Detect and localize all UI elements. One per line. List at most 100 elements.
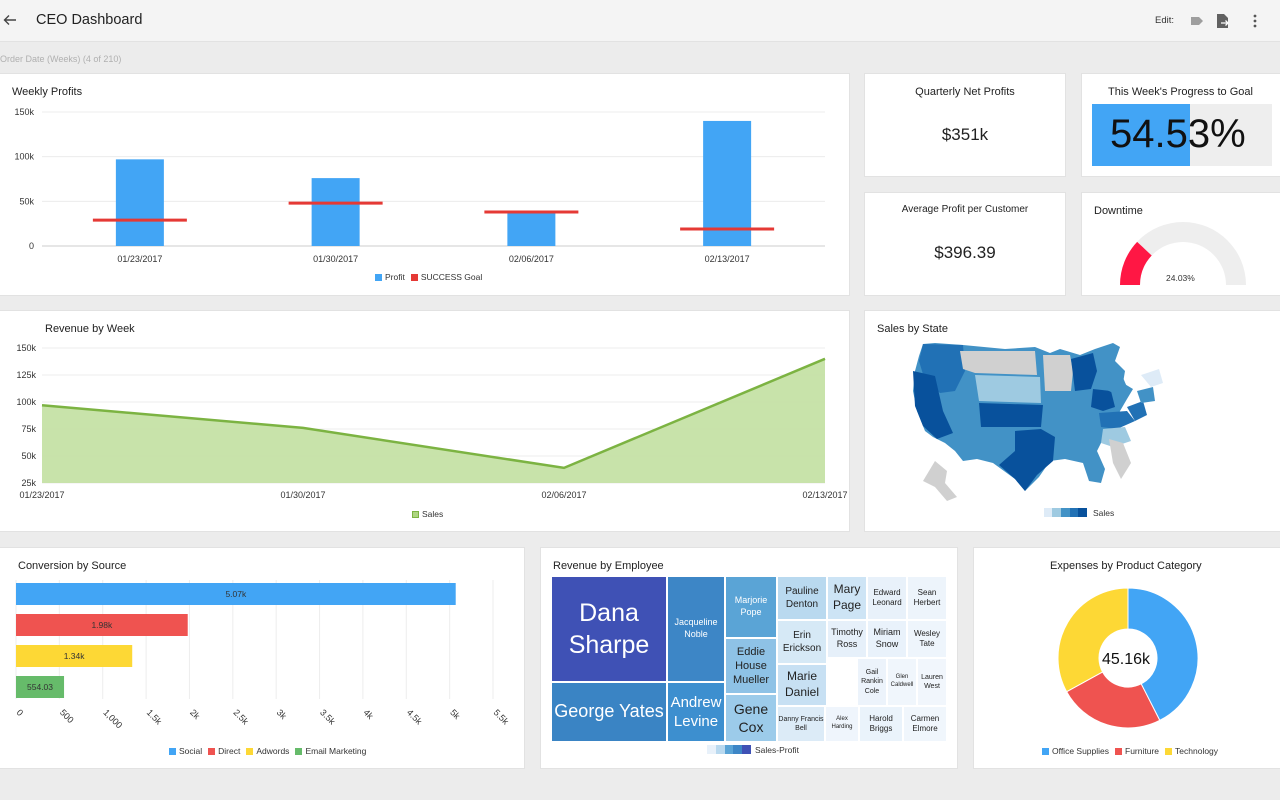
legend-item-sales[interactable]: Sales	[412, 509, 443, 519]
chart-legend: Sales	[412, 509, 443, 519]
treemap-cell[interactable]: Glen Caldwell	[887, 658, 917, 706]
x-tick-label: 01/23/2017	[19, 490, 64, 500]
sales-by-state-card: Sales by State Sales	[864, 310, 1280, 532]
treemap-cell[interactable]: Harold Briggs	[859, 706, 903, 742]
treemap-cell[interactable]: Carmen Elmore	[903, 706, 947, 742]
employee-treemap[interactable]: Dana Sharpe Jacqueline Noble Marjorie Pope…	[551, 576, 947, 742]
treemap-cell[interactable]: George Yates	[551, 682, 667, 742]
gauge-track	[1120, 222, 1246, 285]
revenue-by-employee-card: Revenue by Employee Dana Sharpe Jacquelin…	[540, 547, 958, 769]
conversion-bar	[16, 583, 456, 605]
y-tick-label: 50k	[21, 451, 36, 461]
card-title: Quarterly Net Profits	[915, 86, 1015, 98]
conversion-bar	[16, 676, 65, 698]
card-title: Weekly Profits	[12, 86, 83, 98]
kpi-value: $396.39	[934, 243, 996, 262]
progress-to-goal-card: This Week's Progress to Goal 54.53%	[1081, 73, 1280, 177]
treemap-cell[interactable]: Lauren West	[917, 658, 947, 706]
expenses-donut-chart	[1057, 587, 1199, 729]
quarterly-net-profits-card: Quarterly Net Profits $351k	[864, 73, 1066, 177]
y-tick-label: 150k	[14, 107, 34, 117]
progress-value: 54.53%	[1110, 112, 1246, 156]
legend-item-social[interactable]: Social	[169, 746, 202, 756]
conversion-bar	[16, 614, 188, 636]
legend-item-email-marketing[interactable]: Email Marketing	[295, 746, 366, 756]
x-tick-label: 01/23/2017	[117, 254, 162, 264]
x-tick-label: 3.5k	[318, 707, 337, 726]
profit-bar	[507, 212, 556, 246]
treemap-cell[interactable]: Marjorie Pope	[725, 576, 777, 638]
gauge-fill	[1120, 241, 1152, 285]
legend-item-adwords[interactable]: Adwords	[246, 746, 289, 756]
date-filter[interactable]: Order Date (Weeks) (4 of 210)	[0, 54, 122, 64]
legend-item-furniture[interactable]: Furniture	[1115, 746, 1159, 756]
y-tick-label: 50k	[19, 196, 34, 206]
treemap-cell[interactable]: Danny Francis Bell	[777, 706, 825, 742]
treemap-cell[interactable]: Marie Daniel	[777, 664, 827, 706]
card-title: Sales by State	[877, 323, 948, 335]
x-tick-label: 2.5k	[231, 707, 250, 726]
legend-item-office-supplies[interactable]: Office Supplies	[1042, 746, 1109, 756]
toggle-button[interactable]	[1188, 12, 1206, 30]
y-tick-label: 75k	[21, 424, 36, 434]
treemap-cell[interactable]: Wesley Tate	[907, 620, 947, 658]
x-tick-label: 0	[15, 707, 26, 718]
x-tick-label: 02/13/2017	[802, 490, 847, 500]
legend-item-goal[interactable]: SUCCESS Goal	[410, 272, 482, 282]
treemap-cell[interactable]: Eddie House Mueller	[725, 638, 777, 694]
bar-value-label: 1.34k	[64, 651, 86, 661]
treemap-legend-scale	[707, 745, 751, 754]
card-title: Downtime	[1094, 205, 1143, 217]
toggle-icon	[1191, 17, 1203, 25]
x-tick-label: 1,000	[101, 707, 124, 730]
donut-slice	[1057, 587, 1129, 693]
treemap-cell[interactable]: Sean Herbert	[907, 576, 947, 620]
treemap-cell[interactable]: Erin Erickson	[777, 620, 827, 664]
top-bar: CEO Dashboard Edit:	[0, 0, 1280, 42]
y-tick-label: 125k	[16, 370, 36, 380]
progress-fill	[1092, 104, 1191, 166]
legend-item-profit[interactable]: Profit	[375, 272, 405, 282]
downtime-gauge	[1120, 222, 1246, 285]
back-button[interactable]	[0, 9, 20, 31]
weekly-profits-card: Weekly Profits 0 50k 100k 150k 01/23/2017 01/…	[0, 73, 850, 296]
treemap-cell[interactable]: Timothy Ross	[827, 620, 867, 658]
x-tick-label: 02/13/2017	[705, 254, 750, 264]
downtime-card: Downtime 24.03%	[1081, 192, 1280, 296]
y-tick-label: 150k	[16, 343, 36, 353]
gauge-value: 24.03%	[1166, 273, 1195, 283]
export-button[interactable]	[1214, 12, 1232, 30]
donut-slice	[1065, 671, 1161, 729]
average-profit-card: Average Profit per Customer $396.39	[864, 192, 1066, 296]
bar-value-label: 554.03	[27, 682, 53, 692]
treemap-cell[interactable]: Gail Rankin Cole	[857, 658, 887, 706]
more-menu-button[interactable]	[1246, 12, 1264, 30]
treemap-cell[interactable]: Andrew Levine	[667, 682, 725, 742]
treemap-cell[interactable]: Alex Harding	[825, 706, 859, 742]
map-legend-label: Sales	[1093, 508, 1115, 518]
treemap-cell[interactable]: Mary Page	[827, 576, 867, 620]
treemap-cell[interactable]: Jacqueline Noble	[667, 576, 725, 682]
x-tick-label: 02/06/2017	[509, 254, 554, 264]
treemap-cell[interactable]: Pauline Denton	[777, 576, 827, 620]
profit-bar	[311, 178, 360, 246]
treemap-cell[interactable]: Gene Cox	[725, 694, 777, 742]
expenses-card: Expenses by Product Category 45.16k Offi…	[973, 547, 1280, 769]
x-tick-label: 2k	[188, 707, 202, 721]
y-tick-label: 100k	[16, 397, 36, 407]
x-tick-label: 3k	[275, 707, 289, 721]
legend-item-technology[interactable]: Technology	[1165, 746, 1218, 756]
x-tick-label: 500	[58, 707, 76, 725]
treemap-cell[interactable]: Edward Leonard	[867, 576, 907, 620]
export-icon	[1217, 14, 1229, 28]
card-title: This Week's Progress to Goal	[1108, 86, 1253, 98]
card-title: Revenue by Week	[45, 323, 135, 335]
treemap-cell[interactable]: Dana Sharpe	[551, 576, 667, 682]
legend-item-direct[interactable]: Direct	[208, 746, 240, 756]
treemap-cell[interactable]: Miriam Snow	[867, 620, 907, 658]
chart-legend: Profit SUCCESS Goal	[375, 272, 482, 282]
conversion-bar	[16, 645, 133, 667]
card-title: Conversion by Source	[18, 560, 127, 572]
sales-area	[42, 358, 825, 483]
us-map[interactable]	[865, 311, 1280, 533]
